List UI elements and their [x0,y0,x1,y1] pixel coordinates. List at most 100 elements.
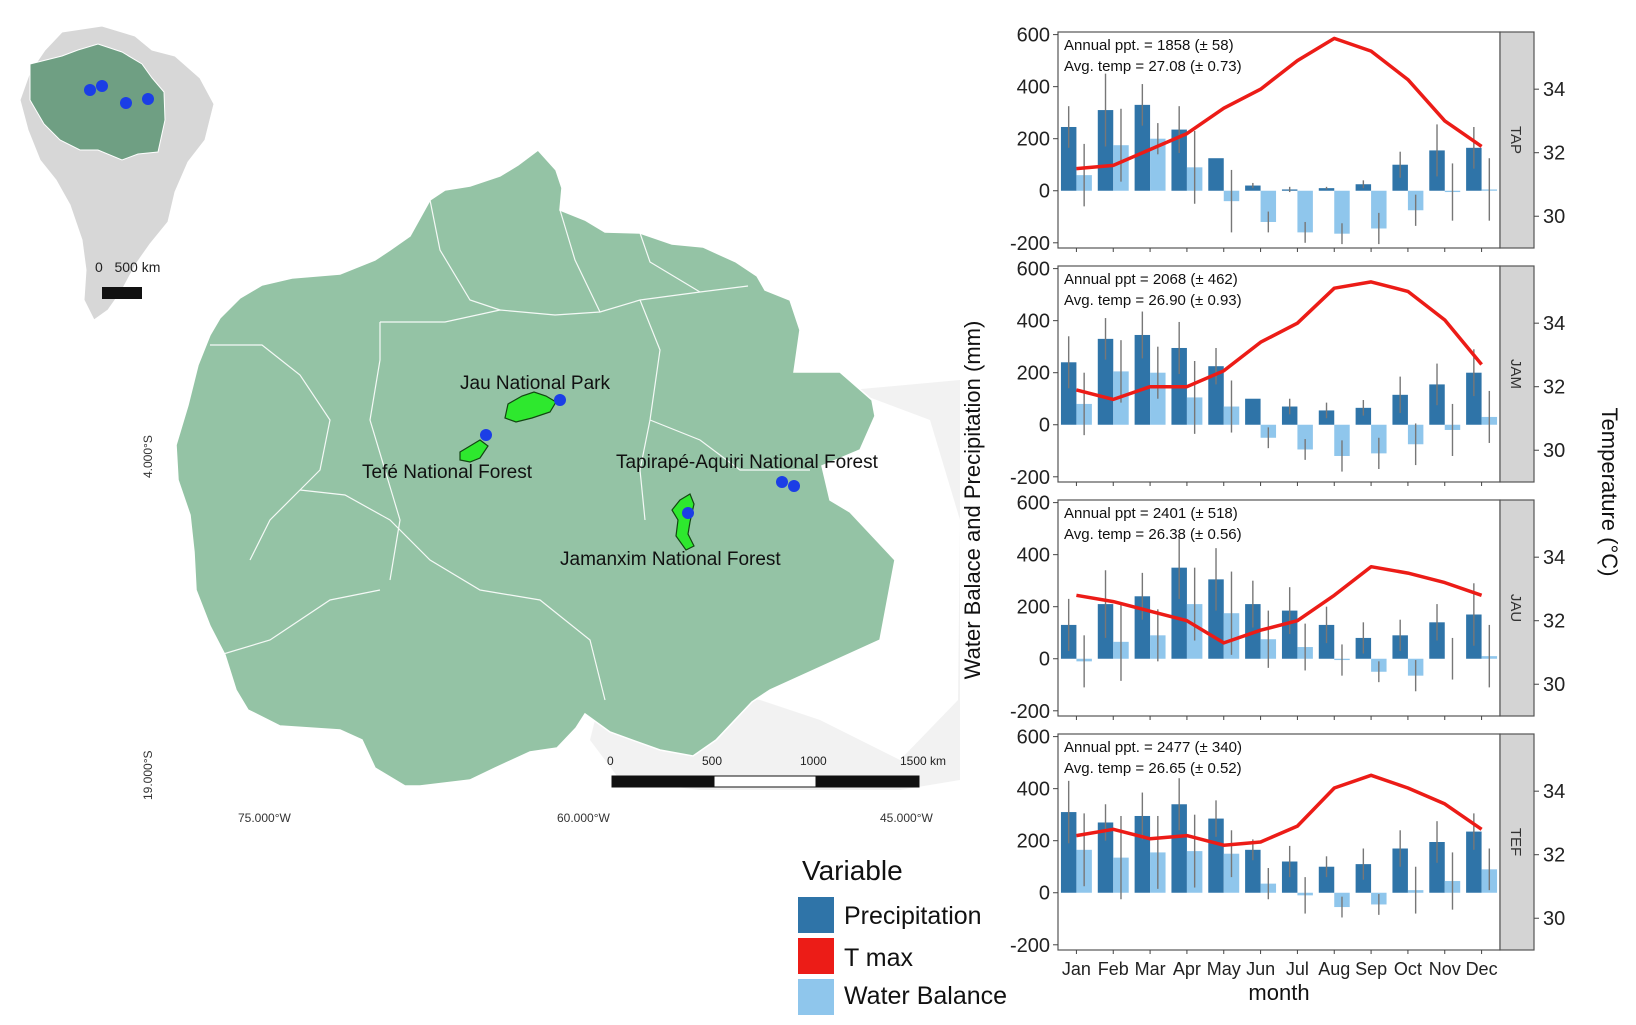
panel-annotation-temp: Avg. temp = 26.38 (± 0.56) [1064,526,1242,543]
neighbor-land-right [590,380,960,790]
map-scale-bar: 0 500 1000 1500 km [607,754,946,788]
bar-precipitation [1466,147,1482,191]
x-tick-label: Apr [1173,959,1201,979]
legend-label-water-balance: Water Balance [844,982,1007,1010]
tefe-marker [480,429,492,441]
panel-frame [1057,31,1501,249]
panel-strip-label: JAU [1507,594,1524,622]
legend-swatch-precipitation [798,897,834,933]
inset-site-marker [96,80,108,92]
panel-tef: TEF 600 400 200 0 -200 34 32 30 Annual ppt. = 247… [1010,727,1565,957]
x-tick-labels: Jan Feb Mar Apr May Jun Jul Aug Sep Oct Nov Dec [1062,959,1498,979]
x-tick-label: Feb [1098,959,1129,979]
bar-precipitation [1208,818,1224,893]
panel-strip-label: TEF [1507,828,1524,856]
bar-precipitation [1245,398,1261,425]
scale-tick-1000: 1000 [800,754,827,768]
legend: Variable Precipitation T max Water Balan… [798,855,1007,1015]
legend-label-tmax: T max [844,944,913,972]
y-tick-label: 600 [1017,25,1050,47]
bar-water-balance [1334,190,1350,234]
scale-tick-1500: 1500 km [900,754,946,768]
lon-label-75w: 75.000°W [238,811,292,825]
bar-water-balance [1260,190,1277,222]
panel-annotation-ppt: Annual ppt = 2068 (± 462) [1064,271,1238,288]
y-tick-label: 0 [1039,415,1050,437]
line-tmax [1076,564,1483,645]
y-tick-label: 200 [1017,129,1050,151]
panel-strip [1499,31,1535,249]
y2-tick-label: 30 [1543,206,1565,228]
bar-precipitation [1097,822,1114,893]
inset-markers [84,80,154,109]
line-tmax [1076,773,1483,847]
x-tick-label: Jun [1246,959,1275,979]
panel-strip-label: TAP [1507,126,1524,154]
y2-tick-label: 34 [1543,547,1565,569]
state-borders [210,199,810,701]
x-tick-label: May [1207,959,1241,979]
bar-precipitation [1318,866,1335,893]
y2-tick-label: 32 [1543,143,1565,165]
x-tick-label: Mar [1135,959,1166,979]
main-map: Jau National Park Tefé National Forest T… [141,148,960,825]
bar-precipitation [1208,158,1224,191]
y-tick-label: -200 [1010,701,1050,723]
x-tick-label: Jan [1062,959,1091,979]
line-tmax [1076,36,1483,171]
line-tmax [1075,280,1483,402]
tefe-national-forest-shape [459,439,489,463]
bar-precipitation [1466,831,1482,893]
lon-label-45w: 45.000°W [880,811,934,825]
y-tick-label: 400 [1017,311,1050,333]
x-axis-title: month [1248,980,1309,1005]
jau-marker [554,394,566,406]
panel-tap: TAP 600 400 200 0 -200 34 32 30 Annual ppt. = 185… [1010,25,1565,255]
y-tick-label: -200 [1010,935,1050,957]
faceted-climate-chart: Water Balace and Precipitation (mm) Temp… [960,25,1622,1005]
y2-tick-label: 34 [1543,79,1565,101]
y2-tick-label: 30 [1543,674,1565,696]
y-tick-label: 400 [1017,779,1050,801]
bar-precipitation [1171,129,1187,191]
bar-precipitation [1429,842,1445,893]
x-tick-label: Sep [1355,959,1387,979]
x-tick-label: Oct [1394,959,1422,979]
site-markers [480,394,800,519]
panel-annotation-ppt: Annual ppt = 2401 (± 518) [1064,505,1238,522]
y-tick-label: 200 [1017,597,1050,619]
y-tick-label: -200 [1010,233,1050,255]
inset-site-marker [142,93,154,105]
panel-strip [1499,733,1535,951]
y2-tick-label: 30 [1543,908,1565,930]
lon-label-60w: 60.000°W [557,811,611,825]
inset-scale-bar [102,287,142,299]
y-axis-title: Water Balace and Precipitation (mm) [960,321,985,680]
jau-national-park-shape [504,391,557,423]
bar-precipitation [1097,110,1114,191]
lat-label-4s: 4.000°S [141,435,155,478]
bar-precipitation [1060,362,1077,425]
y-tick-label: 200 [1017,831,1050,853]
legend-swatch-tmax [798,938,834,974]
panel-strip [1499,265,1535,483]
panel-strip [1499,499,1535,717]
inset-study-region [29,43,166,161]
bar-precipitation [1392,848,1408,893]
bar-precipitation [1171,804,1187,893]
bar-precipitation [1466,372,1482,425]
tapirape-marker-2 [788,480,800,492]
label-tefe-national-forest: Tefé National Forest [362,462,533,483]
panel-annotation-temp: Avg. temp = 27.08 (± 0.73) [1064,58,1242,75]
bar-water-balance [1297,190,1313,233]
bar-water-balance [1150,138,1166,191]
jamanxim-marker [682,507,694,519]
legend-title: Variable [802,855,903,886]
bar-precipitation [1171,567,1187,659]
map-coordinate-labels: 4.000°S 19.000°S 75.000°W 60.000°W 45.00… [141,435,934,825]
panel-frame [1057,733,1501,951]
panel-annotation-temp: Avg. temp = 26.65 (± 0.52) [1064,760,1242,777]
y-tick-label: 0 [1039,649,1050,671]
bar-precipitation [1281,861,1298,893]
